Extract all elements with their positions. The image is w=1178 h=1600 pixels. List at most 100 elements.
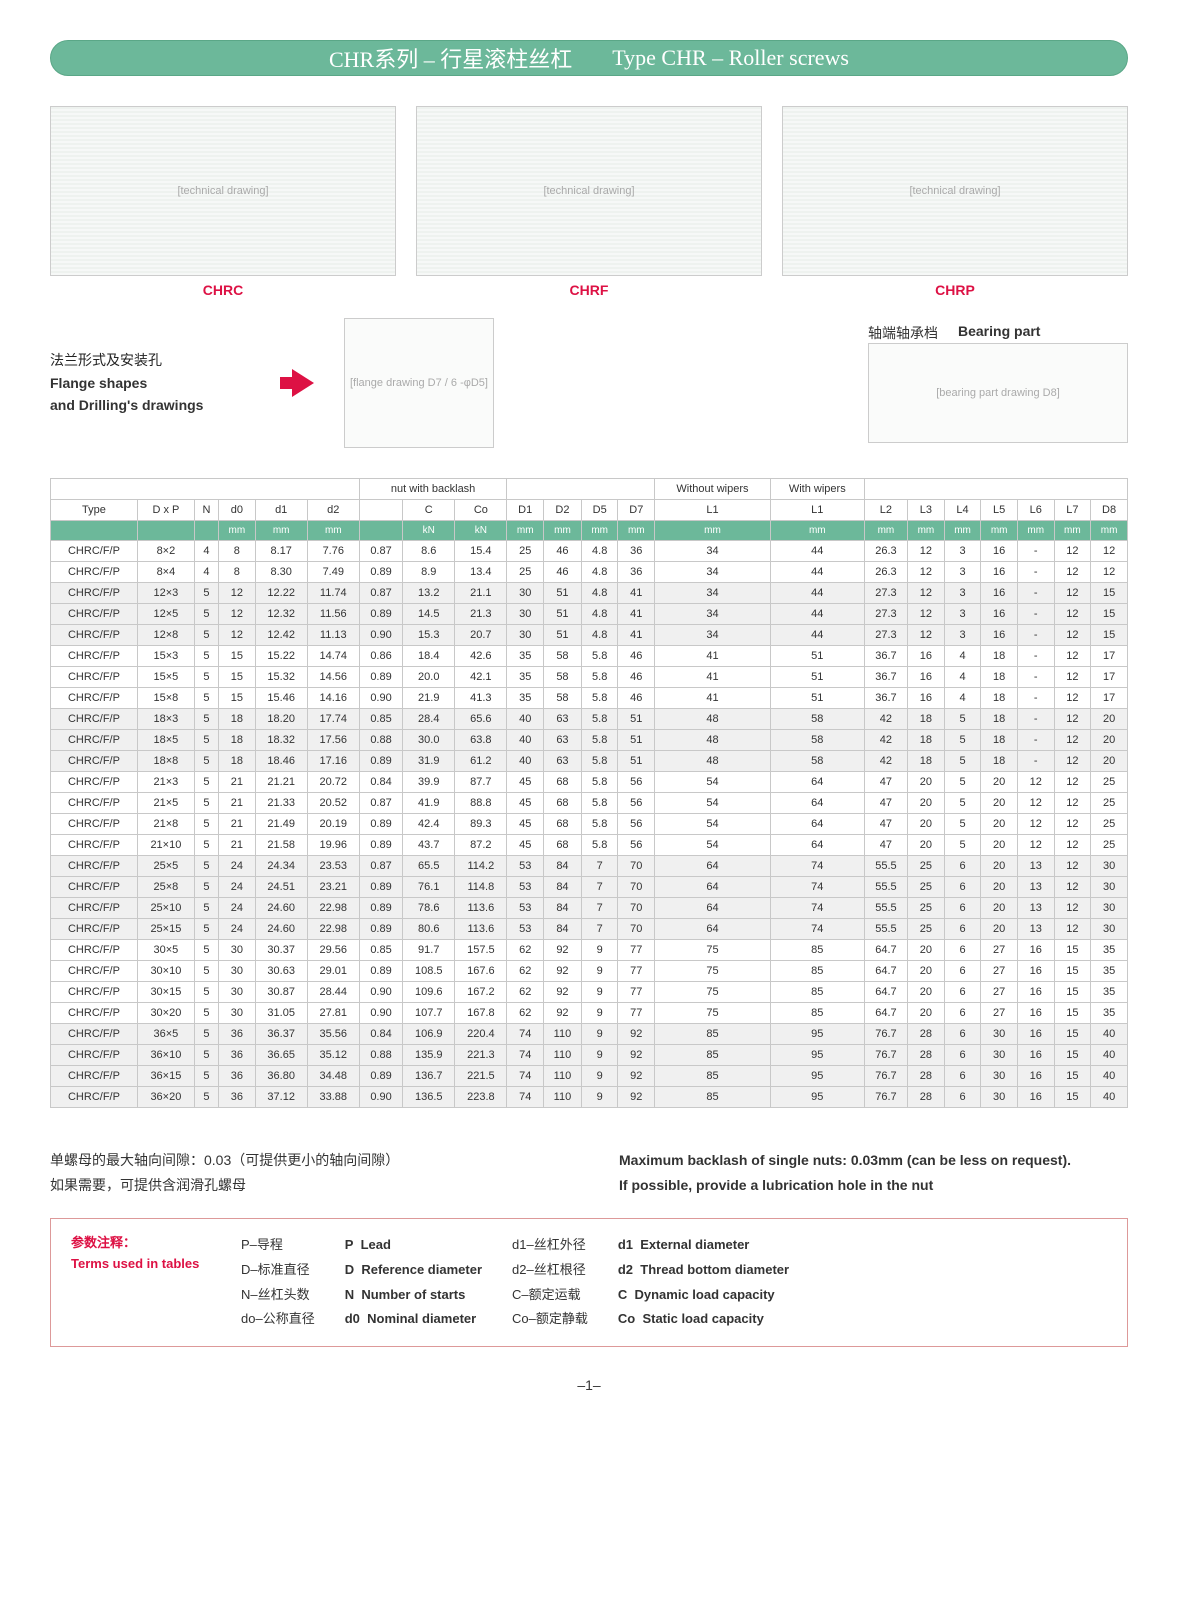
table-cell: 40: [507, 709, 544, 730]
table-cell: 5: [944, 730, 981, 751]
table-cell: 35.12: [307, 1045, 359, 1066]
col-header: Co: [455, 500, 507, 521]
table-cell: 4: [944, 667, 981, 688]
terms-col-3: d1–丝杠外径d2–丝杠根径C–额定运载Co–额定静载: [512, 1233, 588, 1332]
table-cell: 114.8: [455, 877, 507, 898]
table-cell: 6: [944, 1003, 981, 1024]
table-cell: 85: [770, 961, 864, 982]
table-cell: 12: [1054, 625, 1091, 646]
table-cell: 18: [908, 751, 945, 772]
table-cell: 46: [618, 646, 655, 667]
table-cell: 95: [770, 1087, 864, 1108]
table-cell: 5: [194, 730, 218, 751]
table-cell: 63.8: [455, 730, 507, 751]
col-header: L7: [1054, 500, 1091, 521]
table-cell: 20: [908, 835, 945, 856]
table-cell: 16: [981, 604, 1018, 625]
table-cell: 5: [194, 625, 218, 646]
table-cell: 74: [770, 877, 864, 898]
table-cell: 51: [618, 709, 655, 730]
table-cell: 11.56: [307, 604, 359, 625]
table-cell: 84: [544, 856, 582, 877]
table-cell: 18.32: [255, 730, 307, 751]
table-cell: 113.6: [455, 919, 507, 940]
table-cell: 5: [194, 1024, 218, 1045]
table-cell: 68: [544, 793, 582, 814]
table-cell: 15: [1054, 1087, 1091, 1108]
table-cell: 74: [770, 856, 864, 877]
table-cell: 25: [507, 562, 544, 583]
table-row: CHRC/F/P36×553636.3735.560.84106.9220.47…: [51, 1024, 1128, 1045]
table-cell: 36×20: [137, 1087, 194, 1108]
table-cell: 20: [1091, 730, 1128, 751]
table-cell: 24.34: [255, 856, 307, 877]
table-cell: 5: [194, 604, 218, 625]
table-cell: 18: [981, 730, 1018, 751]
col-unit: kN: [455, 521, 507, 541]
table-cell: 85: [655, 1087, 771, 1108]
table-cell: CHRC/F/P: [51, 940, 138, 961]
table-cell: CHRC/F/P: [51, 667, 138, 688]
table-cell: 13: [1017, 856, 1054, 877]
table-cell: 0.90: [359, 982, 402, 1003]
table-cell: 30: [1091, 919, 1128, 940]
table-cell: 36.37: [255, 1024, 307, 1045]
table-cell: 13.2: [403, 583, 455, 604]
col-unit: mm: [544, 521, 582, 541]
table-cell: CHRC/F/P: [51, 856, 138, 877]
table-row: CHRC/F/P18×551818.3217.560.8830.063.8406…: [51, 730, 1128, 751]
table-cell: 5: [194, 583, 218, 604]
table-cell: 110: [544, 1066, 582, 1087]
col-unit: mm: [981, 521, 1018, 541]
table-cell: 12: [1017, 835, 1054, 856]
flange-en2: and Drilling's drawings: [50, 394, 250, 416]
table-cell: 37.12: [255, 1087, 307, 1108]
table-cell: 17.56: [307, 730, 359, 751]
table-cell: 64: [655, 898, 771, 919]
table-cell: 40: [1091, 1024, 1128, 1045]
table-cell: 85: [655, 1045, 771, 1066]
table-cell: 25×8: [137, 877, 194, 898]
col-header: C: [403, 500, 455, 521]
col-unit: mm: [507, 521, 544, 541]
table-cell: 4.8: [581, 562, 618, 583]
table-cell: 5: [194, 646, 218, 667]
table-cell: CHRC/F/P: [51, 1045, 138, 1066]
table-row: CHRC/F/P15×551515.3214.560.8920.042.1355…: [51, 667, 1128, 688]
table-row: CHRC/F/P8×4488.307.490.898.913.425464.83…: [51, 562, 1128, 583]
table-cell: 12: [1054, 919, 1091, 940]
table-cell: 6: [944, 940, 981, 961]
table-cell: CHRC/F/P: [51, 793, 138, 814]
table-cell: 30: [981, 1045, 1018, 1066]
group-with: With wipers: [770, 479, 864, 500]
table-cell: 3: [944, 562, 981, 583]
table-cell: 36: [618, 541, 655, 562]
table-cell: 30: [981, 1024, 1018, 1045]
table-cell: -: [1017, 709, 1054, 730]
table-cell: 20.52: [307, 793, 359, 814]
table-cell: 5: [194, 1003, 218, 1024]
table-cell: 12.32: [255, 604, 307, 625]
table-cell: 0.89: [359, 898, 402, 919]
table-cell: 20: [908, 961, 945, 982]
table-cell: 27.3: [864, 604, 907, 625]
table-cell: 51: [770, 667, 864, 688]
table-cell: 11.13: [307, 625, 359, 646]
table-row: CHRC/F/P18×851818.4617.160.8931.961.2406…: [51, 751, 1128, 772]
table-cell: -: [1017, 604, 1054, 625]
table-cell: 30: [219, 982, 256, 1003]
table-cell: 74: [507, 1087, 544, 1108]
table-cell: 20: [981, 814, 1018, 835]
table-cell: 0.89: [359, 667, 402, 688]
table-cell: 16: [1017, 940, 1054, 961]
table-cell: -: [1017, 688, 1054, 709]
col-header: L1: [655, 500, 771, 521]
table-cell: 5: [194, 709, 218, 730]
table-cell: 25: [1091, 835, 1128, 856]
table-cell: 15.32: [255, 667, 307, 688]
table-cell: 5: [194, 835, 218, 856]
table-cell: 39.9: [403, 772, 455, 793]
table-cell: 14.5: [403, 604, 455, 625]
table-cell: 20: [981, 772, 1018, 793]
table-cell: 70: [618, 877, 655, 898]
